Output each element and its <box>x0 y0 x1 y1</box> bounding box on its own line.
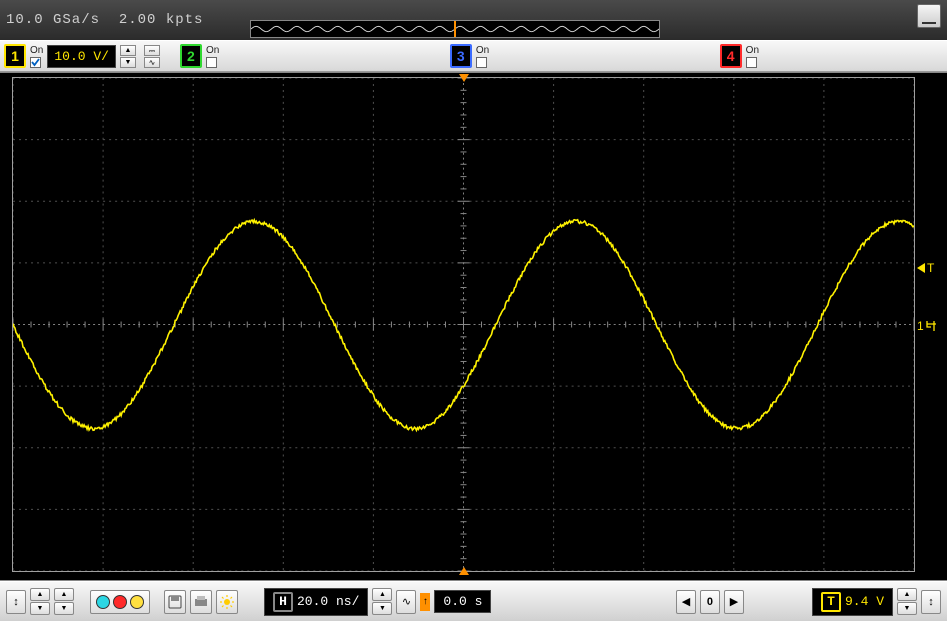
channel-2-checkbox[interactable] <box>206 57 217 68</box>
trigger-badge: T <box>821 592 841 612</box>
trigger-position-marker-top[interactable] <box>459 74 469 82</box>
ch1-scale-arrows: ▲ ▼ <box>120 45 136 68</box>
trigger-readout[interactable]: T 9.4 V <box>812 588 893 616</box>
channel-1-ground-marker[interactable]: 1 <box>917 319 938 333</box>
timebase-down[interactable]: ▼ <box>372 602 392 615</box>
coupling-dc-icon[interactable]: ⎓ <box>144 45 160 56</box>
zoom-mode-icon[interactable]: ∿ <box>396 590 416 614</box>
right-expand-button[interactable]: ↕ <box>921 590 941 614</box>
waveform-overview[interactable] <box>250 20 660 38</box>
channel-2-block: 2 On <box>180 44 219 68</box>
channel-4-checkbox[interactable] <box>746 57 757 68</box>
vfine-down[interactable]: ▼ <box>54 602 74 615</box>
top-status-bar: 10.0 GSa/s 2.00 kpts <box>0 0 947 40</box>
pan-center-button[interactable]: 0 <box>700 590 720 614</box>
channel-4-badge[interactable]: 4 <box>720 44 742 68</box>
coupling-ac-icon[interactable]: ∿ <box>144 57 160 68</box>
print-icon[interactable] <box>190 590 212 614</box>
channel-3-on-label: On <box>476 45 489 68</box>
trigger-level-marker[interactable]: T <box>917 261 934 275</box>
channel-4-block: 4 On <box>720 44 759 68</box>
waveform-grid-area[interactable] <box>12 77 915 572</box>
vscale-up[interactable]: ▲ <box>30 588 50 601</box>
timebase-value: 20.0 ns/ <box>297 594 359 609</box>
brightness-icon[interactable] <box>216 590 238 614</box>
timebase-readout[interactable]: H 20.0 ns/ <box>264 588 368 616</box>
save-icon[interactable] <box>164 590 186 614</box>
trigger-value: 9.4 V <box>845 594 884 609</box>
channel-3-badge[interactable]: 3 <box>450 44 472 68</box>
ch1-scale-down[interactable]: ▼ <box>120 57 136 68</box>
channel-2-on-label: On <box>206 45 219 68</box>
trigger-level-arrows: ▲ ▼ <box>897 588 917 615</box>
oscilloscope-display: T 1 <box>0 72 947 581</box>
ch1-coupling-icons: ⎓ ∿ <box>144 45 160 68</box>
ch1-scale-up[interactable]: ▲ <box>120 45 136 56</box>
bottom-toolbar: ↕ ▲ ▼ ▲ ▼ H 20.0 ns/ ▲ ▼ ∿ ↑ 0.0 s ◀ 0 ▶… <box>0 581 947 621</box>
vfine-up[interactable]: ▲ <box>54 588 74 601</box>
waveform-svg <box>13 78 914 571</box>
channel-1-checkbox[interactable] <box>30 57 41 68</box>
channel-3-block: 3 On <box>450 44 489 68</box>
delay-origin-marker[interactable]: ↑ <box>420 593 430 611</box>
timebase-badge: H <box>273 592 293 612</box>
channel-1-badge[interactable]: 1 <box>4 44 26 68</box>
channel-1-block: 1 On <box>4 44 43 68</box>
left-expand-button[interactable]: ↕ <box>6 590 26 614</box>
timebase-up[interactable]: ▲ <box>372 588 392 601</box>
vscale-down[interactable]: ▼ <box>30 602 50 615</box>
trig-down[interactable]: ▼ <box>897 602 917 615</box>
delay-value: 0.0 s <box>443 594 482 609</box>
sample-rate-text: 10.0 GSa/s 2.00 kpts <box>6 12 203 28</box>
trigger-position-marker-bottom[interactable] <box>459 567 469 575</box>
vertical-scale-arrows: ▲ ▼ <box>30 588 50 615</box>
minimize-button[interactable] <box>917 4 941 28</box>
color-swatches[interactable] <box>90 590 150 614</box>
delay-readout[interactable]: 0.0 s <box>434 590 491 613</box>
channel-1-on-label: On <box>30 45 43 68</box>
pan-right-button[interactable]: ▶ <box>724 590 744 614</box>
channel-1-volts-readout[interactable]: 10.0 V/ <box>47 45 116 68</box>
channel-4-on-label: On <box>746 45 759 68</box>
channel-2-badge[interactable]: 2 <box>180 44 202 68</box>
channel-toolbar: 1 On 10.0 V/ ▲ ▼ ⎓ ∿ 2 On 3 On 4 On <box>0 40 947 72</box>
vertical-fine-arrows: ▲ ▼ <box>54 588 74 615</box>
timebase-arrows: ▲ ▼ <box>372 588 392 615</box>
channel-3-checkbox[interactable] <box>476 57 487 68</box>
trig-up[interactable]: ▲ <box>897 588 917 601</box>
pan-left-button[interactable]: ◀ <box>676 590 696 614</box>
right-side-markers: T 1 <box>917 73 943 580</box>
